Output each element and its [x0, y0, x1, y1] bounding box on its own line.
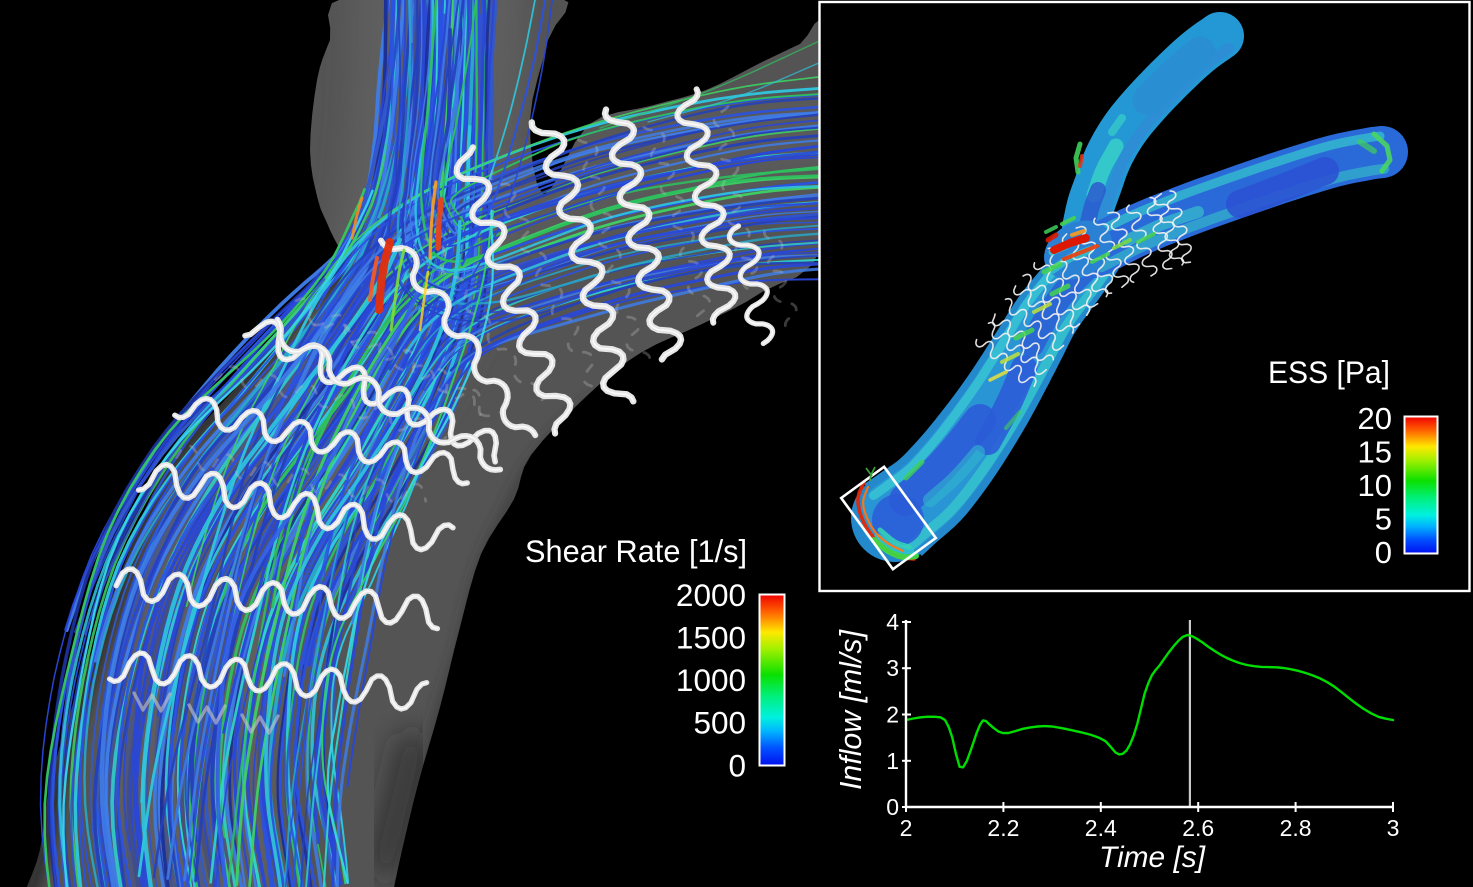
- svg-text:2: 2: [900, 815, 913, 841]
- svg-text:2000: 2000: [676, 577, 746, 613]
- svg-text:2.4: 2.4: [1085, 815, 1117, 841]
- svg-text:1500: 1500: [676, 620, 746, 656]
- svg-text:0: 0: [886, 794, 899, 820]
- svg-text:3: 3: [1387, 815, 1400, 841]
- svg-text:ESS [Pa]: ESS [Pa]: [1268, 354, 1390, 390]
- svg-text:20: 20: [1358, 401, 1392, 436]
- svg-text:0: 0: [1375, 535, 1392, 570]
- svg-text:3: 3: [886, 655, 899, 681]
- svg-text:4: 4: [886, 609, 899, 635]
- svg-text:1: 1: [886, 748, 899, 774]
- svg-text:Inflow [ml/s]: Inflow [ml/s]: [834, 628, 868, 790]
- svg-text:500: 500: [693, 705, 746, 741]
- svg-text:1000: 1000: [676, 662, 746, 698]
- svg-text:2.8: 2.8: [1280, 815, 1312, 841]
- svg-text:2: 2: [886, 702, 899, 728]
- svg-text:2.6: 2.6: [1182, 815, 1214, 841]
- svg-text:0: 0: [728, 747, 746, 783]
- svg-text:2.2: 2.2: [987, 815, 1019, 841]
- svg-text:10: 10: [1358, 468, 1392, 503]
- svg-text:Time [s]: Time [s]: [1099, 841, 1206, 874]
- svg-text:5: 5: [1375, 502, 1392, 537]
- svg-text:15: 15: [1358, 435, 1392, 470]
- svg-text:Shear Rate [1/s]: Shear Rate [1/s]: [525, 533, 747, 569]
